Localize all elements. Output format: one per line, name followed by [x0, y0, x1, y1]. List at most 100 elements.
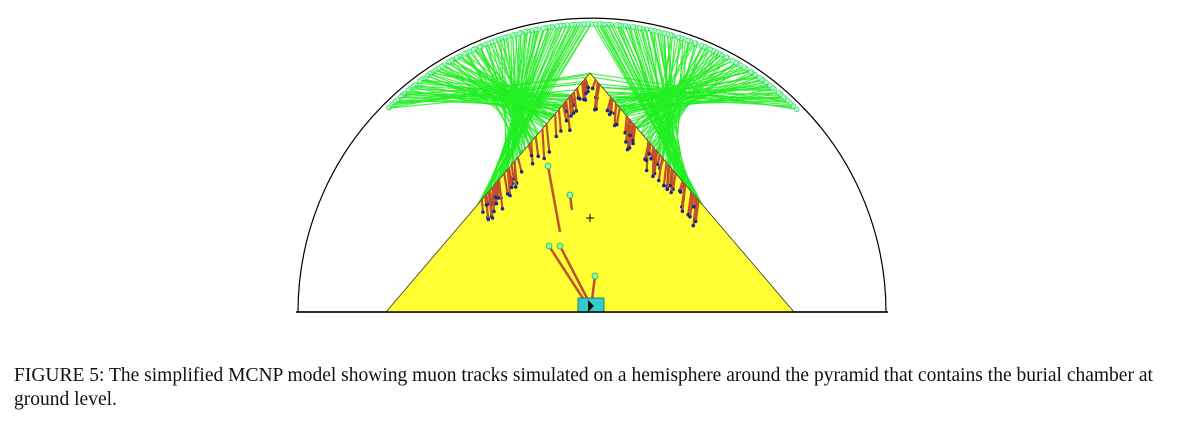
track-start-point — [790, 103, 797, 109]
absorbed-track-line — [606, 97, 613, 111]
chamber-track-end — [588, 300, 594, 312]
absorbed-track-line — [492, 186, 497, 198]
absorbed-track-line — [495, 182, 500, 199]
absorbed-track-line — [694, 200, 700, 222]
track-end-point — [486, 217, 491, 222]
track-end-point — [577, 96, 582, 101]
figure-caption: FIGURE 5: The simplified MCNP model show… — [14, 365, 1153, 410]
absorbed-track-line — [671, 173, 677, 190]
absorbed-track-line — [582, 80, 588, 94]
track-end-point — [582, 97, 586, 102]
track-end-point — [630, 138, 635, 143]
track-end-point — [657, 178, 661, 183]
mcnp-model-figure — [296, 17, 888, 313]
track-end-point — [568, 128, 572, 132]
absorbed-track-line — [510, 164, 515, 180]
track-end-point — [574, 109, 579, 113]
muon-track-line — [388, 89, 576, 109]
track-end-point — [631, 141, 635, 146]
absorbed-track-line — [565, 100, 571, 131]
absorbed-track-line — [503, 173, 509, 195]
absorbed-track-line — [681, 184, 687, 212]
track-end-point — [628, 133, 632, 138]
track-start-point — [630, 24, 636, 30]
track-start-point — [767, 82, 773, 89]
track-end-point — [651, 174, 655, 179]
absorbed-track-line — [657, 157, 664, 181]
track-start-point — [461, 51, 467, 57]
absorbed-track-line — [595, 82, 600, 110]
absorbed-track-line — [615, 107, 621, 125]
absorbed-track-line — [629, 123, 635, 136]
track-start-point — [729, 57, 736, 64]
track-end-point — [691, 223, 696, 228]
track-end-point — [662, 183, 666, 188]
muon-track-line — [401, 76, 587, 97]
absorbed-track-line — [527, 144, 533, 156]
muon-track-line — [603, 24, 703, 205]
track-end-point — [519, 170, 524, 174]
track-end-point — [647, 152, 651, 156]
track-end-point — [505, 192, 510, 196]
track-start-point — [793, 106, 800, 113]
absorbed-track-line — [624, 118, 631, 143]
track-end-point — [547, 150, 552, 154]
track-end-point — [677, 189, 682, 193]
track-end-point — [586, 85, 591, 90]
absorbed-track-line — [494, 183, 498, 204]
track-end-point — [668, 183, 672, 188]
track-end-point — [669, 190, 673, 195]
absorbed-track-line — [545, 123, 551, 153]
muon-track-line — [413, 85, 571, 96]
track-end-point — [615, 122, 619, 127]
absorbed-track-line — [557, 109, 562, 132]
track-start-point — [675, 34, 681, 40]
muon-track-line — [592, 23, 697, 198]
track-start-point — [522, 29, 528, 35]
track-end-point — [564, 118, 569, 123]
absorbed-track-line — [662, 162, 668, 186]
track-start-point — [540, 25, 546, 31]
muon-track-line — [595, 23, 701, 203]
absorbed-track-line — [568, 97, 573, 117]
track-end-point — [693, 219, 698, 224]
track-end-point — [530, 161, 535, 166]
track-start-point — [698, 42, 704, 49]
track-end-point — [624, 140, 628, 144]
absorbed-track-line — [687, 191, 693, 215]
track-end-point — [584, 91, 588, 96]
absorbed-track-line — [572, 91, 578, 112]
track-end-point — [542, 156, 546, 161]
absorbed-track-line — [480, 199, 484, 213]
absorbed-muon-tracks — [480, 78, 700, 228]
track-end-point — [509, 185, 514, 190]
absorbed-track-line — [692, 197, 698, 226]
track-end-point — [594, 107, 598, 111]
track-end-point — [481, 210, 485, 214]
track-end-point — [484, 203, 489, 207]
track-start-point — [510, 32, 516, 38]
absorbed-track-line — [561, 104, 568, 121]
absorbed-track-line — [516, 157, 523, 173]
absorbed-track-line — [497, 179, 504, 209]
track-end-point — [571, 111, 576, 115]
track-end-point — [493, 201, 498, 206]
track-end-point — [627, 146, 632, 150]
muon-track-line — [639, 27, 694, 194]
absorbed-track-line — [610, 99, 614, 113]
track-end-point — [536, 154, 540, 158]
absorbed-track-line — [488, 190, 494, 219]
muon-source-tracks — [386, 21, 800, 205]
track-start-point — [775, 89, 782, 96]
chamber-muon-tracks — [544, 162, 599, 301]
absorbed-track-line — [491, 187, 496, 212]
absorbed-track-line — [541, 128, 546, 159]
muon-track-line — [489, 42, 540, 134]
track-end-point — [500, 207, 505, 211]
absorbed-track-line — [688, 194, 695, 217]
track-end-point — [590, 86, 595, 91]
track-start-point — [568, 22, 575, 28]
track-end-point — [643, 157, 647, 161]
track-end-point — [665, 187, 670, 191]
absorbed-track-line — [666, 165, 671, 189]
